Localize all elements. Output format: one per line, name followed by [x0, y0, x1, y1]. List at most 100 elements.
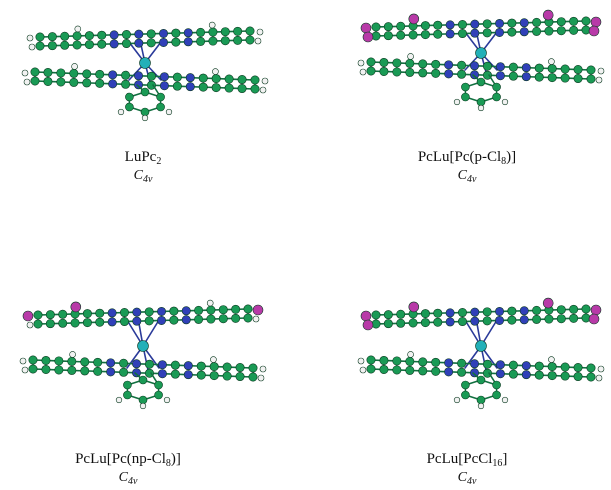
nitrogen-atom [495, 369, 505, 379]
hydrogen-atom [117, 108, 125, 116]
carbon-atom [41, 355, 51, 365]
carbon-atom [544, 26, 554, 36]
point-group-symmetry: C4v [133, 168, 153, 185]
carbon-atom [144, 359, 154, 369]
molecule-structure-lupc2 [21, 21, 269, 122]
carbon-atom [28, 364, 38, 374]
hydrogen-atom [597, 365, 605, 373]
carbon-atom [431, 366, 441, 376]
carbon-atom [82, 69, 92, 79]
carbon-atom [95, 317, 105, 327]
nitrogen-atom [519, 306, 529, 316]
carbon-atom [58, 309, 68, 319]
carbon-atom [154, 390, 163, 400]
chlorine-atom [408, 301, 420, 313]
carbon-atom [396, 318, 406, 328]
carbon-atom [371, 22, 381, 32]
hydrogen-atom [257, 374, 265, 382]
carbon-atom [169, 315, 179, 325]
nitrogen-atom [183, 37, 193, 47]
carbon-atom [433, 308, 443, 318]
nitrogen-atom [109, 39, 119, 49]
nitrogen-atom [470, 19, 480, 29]
carbon-atom [171, 28, 181, 38]
nitrogen-atom [521, 361, 531, 371]
hydrogen-atom [407, 351, 414, 358]
carbon-atom [560, 64, 570, 74]
carbon-atom [170, 360, 180, 370]
chlorine-atom [590, 16, 602, 28]
carbon-atom [72, 31, 82, 41]
carbon-atom [371, 310, 381, 320]
lutetium-atom [139, 57, 151, 69]
point-group-symmetry: C4v [118, 470, 138, 487]
carbon-atom [119, 367, 129, 377]
carbon-atom [206, 305, 216, 315]
carbon-atom [250, 75, 260, 85]
carbon-atom [396, 30, 406, 40]
carbon-atom [97, 39, 107, 49]
nitrogen-atom [519, 18, 529, 28]
carbon-atom [248, 372, 258, 382]
carbon-atom [482, 359, 492, 369]
nitrogen-atom [181, 315, 191, 325]
carbon-atom [492, 92, 501, 102]
carbon-atom [569, 16, 579, 26]
chlorine-atom [542, 297, 554, 309]
carbon-atom [208, 27, 218, 37]
nitrogen-atom [107, 308, 117, 318]
carbon-atom [125, 92, 134, 102]
carbon-atom [431, 59, 441, 69]
chlorine-atom [360, 310, 372, 322]
carbon-atom [581, 16, 591, 26]
carbon-atom [573, 372, 583, 382]
carbon-atom [379, 355, 389, 365]
nitrogen-atom [134, 80, 144, 90]
hydrogen-atom [453, 98, 461, 106]
carbon-atom [392, 356, 402, 366]
carbon-atom [457, 60, 467, 70]
carbon-atom [222, 371, 232, 381]
nitrogen-atom [108, 70, 118, 80]
carbon-atom [431, 357, 441, 367]
carbon-atom [547, 64, 557, 74]
carbon-atom [581, 304, 591, 314]
carbon-atom [194, 314, 204, 324]
carbon-atom [560, 362, 570, 372]
carbon-atom [144, 316, 154, 326]
carbon-atom [33, 310, 43, 320]
carbon-atom [492, 390, 501, 400]
carbon-atom [420, 309, 430, 319]
carbon-atom [461, 82, 470, 92]
hydrogen-atom [548, 58, 555, 65]
carbon-atom [476, 395, 486, 405]
hydrogen-atom [357, 59, 365, 67]
carbon-atom [433, 20, 443, 30]
carbon-atom [420, 30, 430, 40]
carbon-atom [457, 308, 467, 318]
carbon-atom [196, 361, 206, 371]
hydrogen-atom [595, 374, 603, 382]
carbon-atom [243, 304, 253, 314]
carbon-atom [72, 40, 82, 50]
nitrogen-atom [470, 307, 480, 317]
carbon-atom [206, 314, 216, 324]
carbon-atom [507, 306, 517, 316]
carbon-atom [198, 73, 208, 83]
hydrogen-atom [71, 63, 78, 70]
hydrogen-atom [21, 69, 29, 77]
carbon-atom [67, 356, 77, 366]
hydrogen-atom [597, 67, 605, 75]
carbon-atom [209, 371, 219, 381]
carbon-atom [138, 395, 148, 405]
chlorine-atom [408, 13, 420, 25]
carbon-atom [82, 78, 92, 88]
carbon-atom [84, 31, 94, 41]
carbon-atom [245, 26, 255, 36]
carbon-atom [392, 58, 402, 68]
carbon-atom [119, 317, 129, 327]
carbon-atom [35, 41, 45, 51]
carbon-atom [379, 66, 389, 76]
chlorine-atom [252, 304, 264, 316]
carbon-atom [121, 30, 131, 40]
